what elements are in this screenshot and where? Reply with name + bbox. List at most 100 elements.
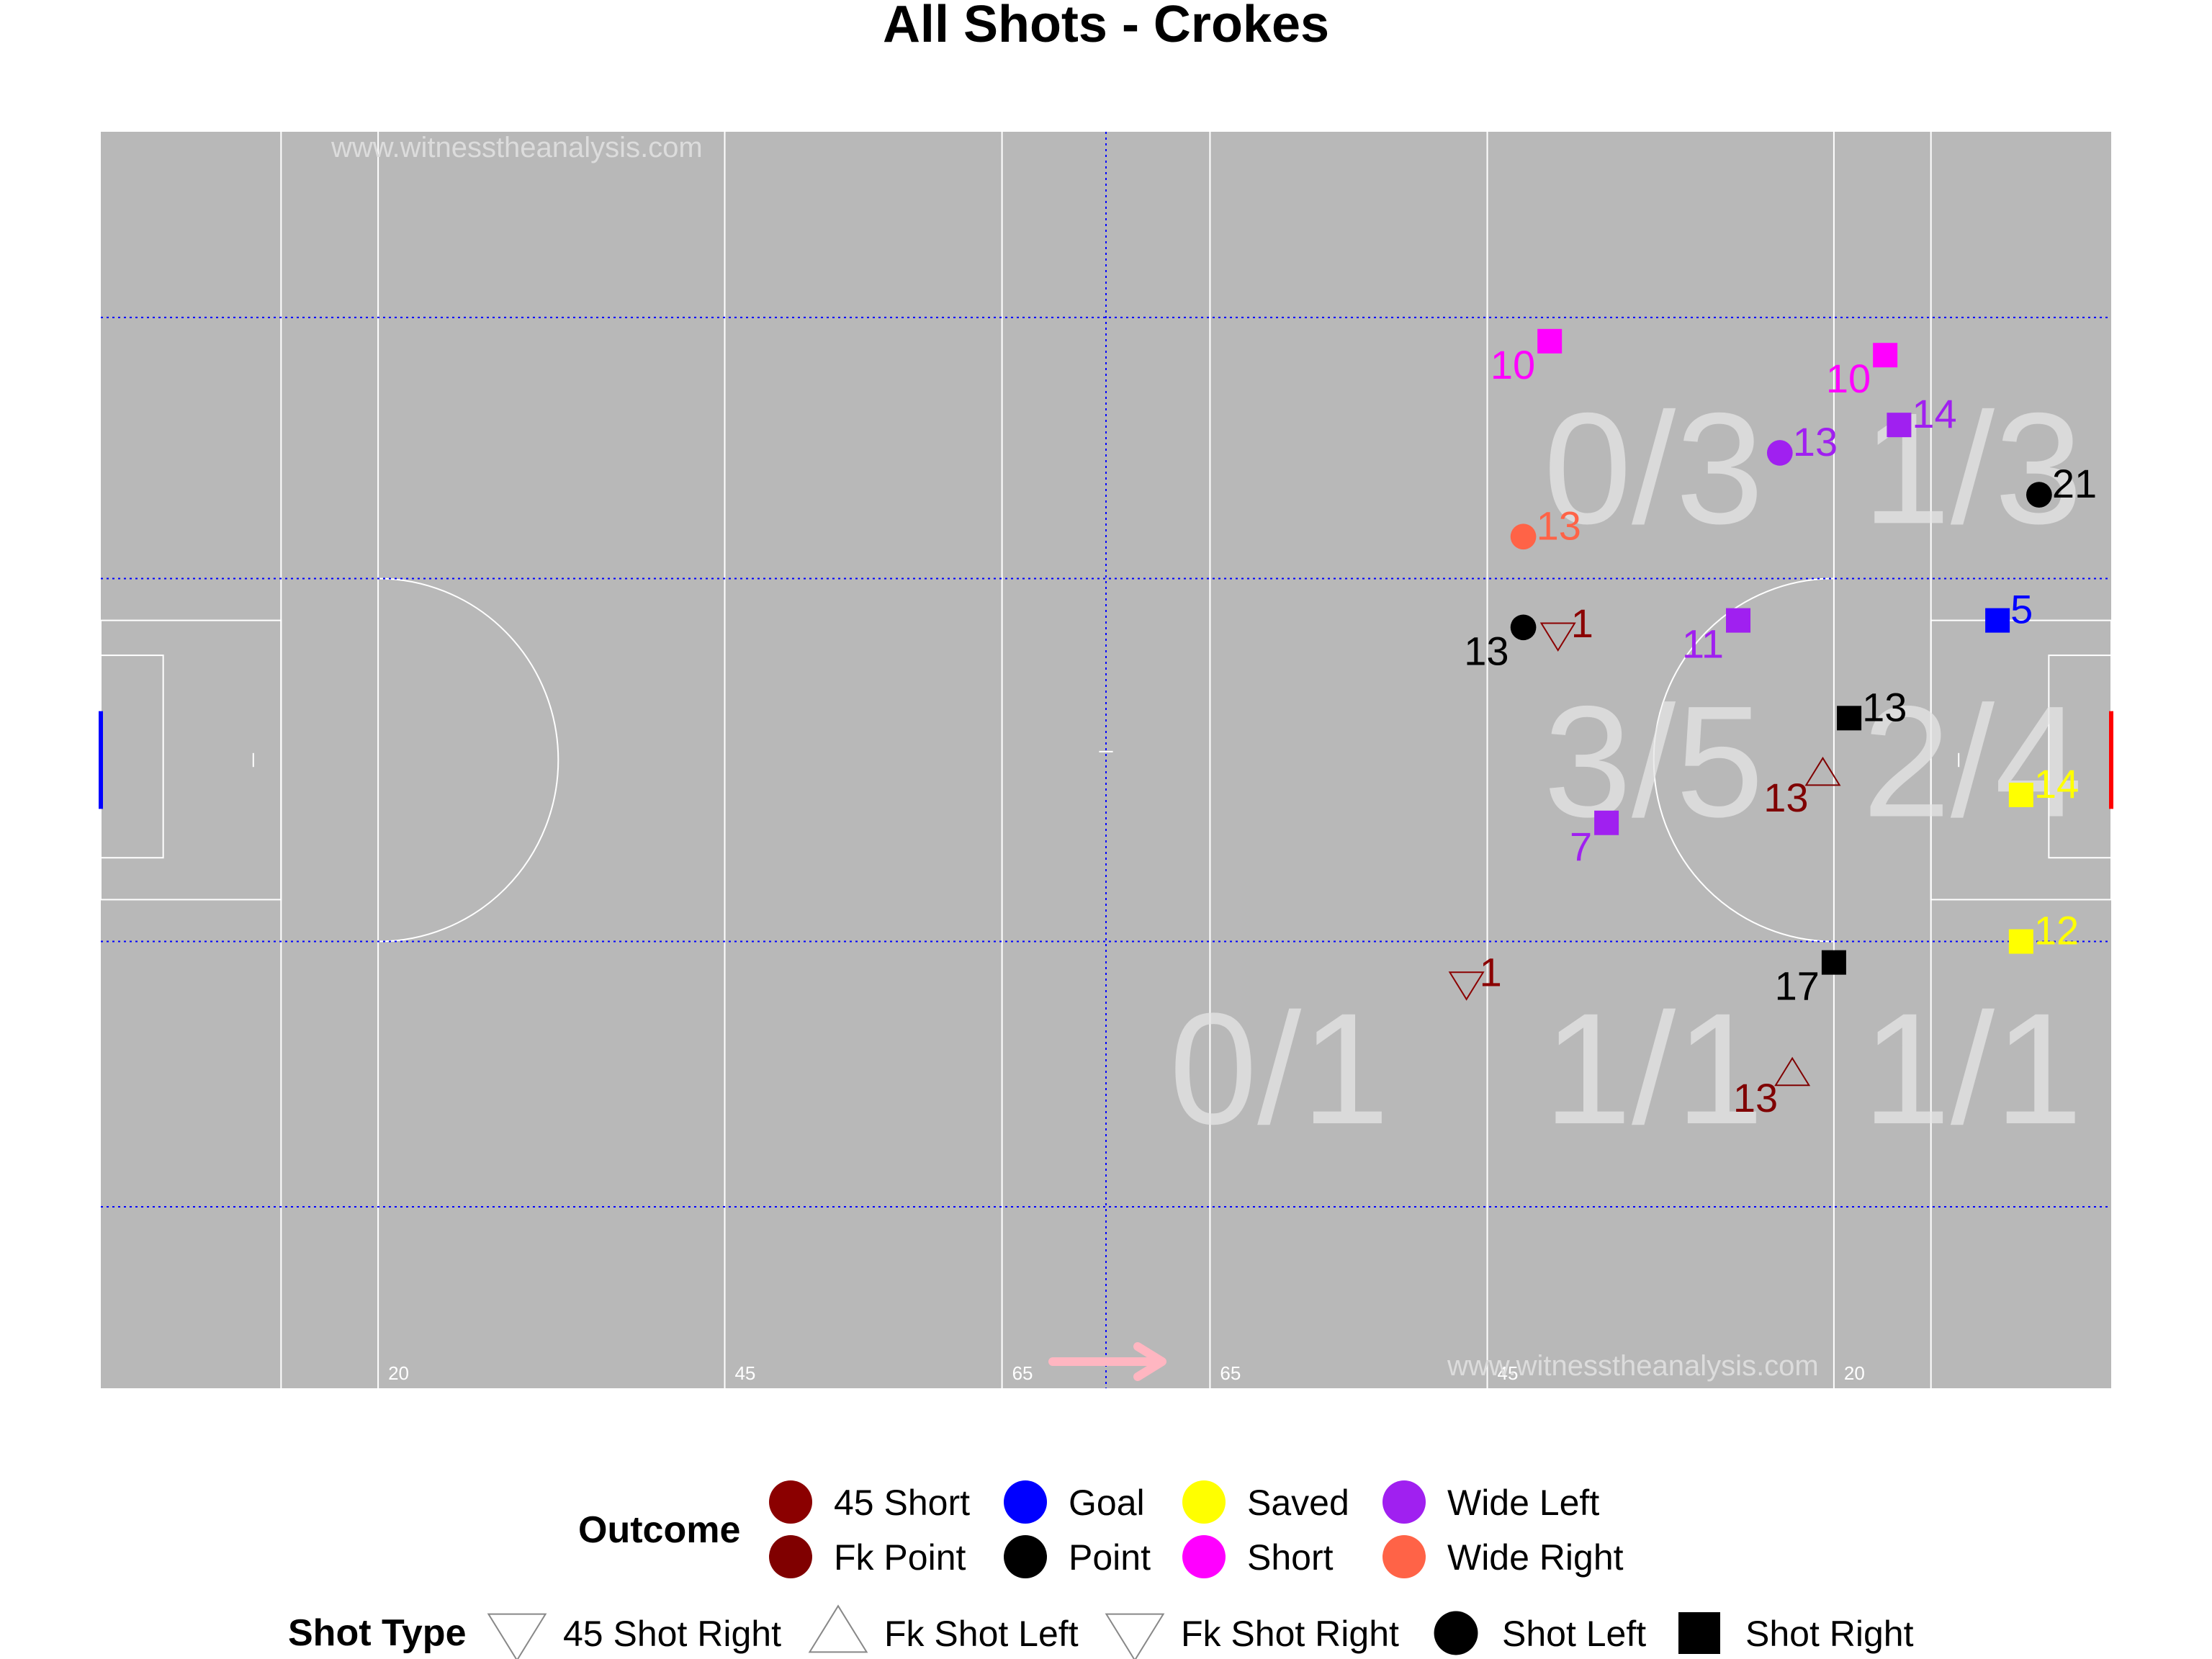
pitch: 20 45 65 65 45 20 www.witnesstheanalysis.com … bbox=[99, 132, 2113, 1388]
shot-label: 13 bbox=[1464, 628, 1509, 673]
shot-marker-group: 13 bbox=[1766, 419, 1838, 466]
shot-label: 1 bbox=[1571, 601, 1593, 646]
legend-outcome-swatch bbox=[1182, 1480, 1226, 1524]
shot-marker bbox=[2008, 782, 2033, 807]
arc-right bbox=[1653, 577, 1834, 943]
shot-marker bbox=[1448, 971, 1485, 1001]
shot-label: 14 bbox=[2034, 761, 2079, 806]
zone-label: 0/1 bbox=[1169, 980, 1390, 1157]
shot-marker-group: 14 bbox=[2008, 761, 2079, 807]
zone-labels: 0/3 1/3 3/5 2/4 0/1 1/1 1/1 bbox=[1169, 379, 2083, 1157]
shot-label: 1 bbox=[1480, 950, 1502, 995]
shot-marker bbox=[1887, 413, 1912, 438]
legend-outcome-label: Short bbox=[1247, 1537, 1334, 1578]
shot-marker bbox=[1510, 614, 1537, 641]
shot-marker-group: 13 bbox=[1763, 756, 1841, 820]
shot-marker-group: 1 bbox=[1448, 950, 1502, 1001]
legend-outcome-swatch bbox=[1004, 1480, 1047, 1524]
shot-label: 13 bbox=[1537, 503, 1581, 548]
shot-marker-group: 13 bbox=[1464, 614, 1537, 673]
zone-label: 1/3 bbox=[1863, 379, 2083, 557]
shot-label: 10 bbox=[1826, 356, 1871, 401]
legend-shot-type-title: Shot Type bbox=[288, 1612, 466, 1654]
shot-label: 21 bbox=[2052, 461, 2097, 506]
zone-label: 2/4 bbox=[1863, 673, 2083, 850]
shot-marker bbox=[1774, 1056, 1811, 1087]
shot-marker bbox=[2026, 482, 2052, 508]
pitch-tick-label: 45 bbox=[1498, 1362, 1519, 1384]
shot-marker bbox=[1821, 950, 1846, 975]
shot-label: 5 bbox=[2010, 587, 2033, 632]
shot-marker-group: 10 bbox=[1491, 328, 1563, 387]
legend-shot-type-label: Fk Shot Right bbox=[1181, 1614, 1399, 1654]
shot-label: 13 bbox=[1763, 775, 1808, 820]
legend-outcome-swatch bbox=[769, 1480, 812, 1524]
shot-marker bbox=[1537, 328, 1563, 354]
pitch-tick-labels: 20 45 65 65 45 20 bbox=[388, 1362, 1865, 1384]
legend-shot-type-label: 45 Shot Right bbox=[563, 1614, 781, 1654]
shot-marker bbox=[1726, 608, 1751, 633]
zone-label: 3/5 bbox=[1544, 673, 1764, 850]
shot-label: 12 bbox=[2034, 908, 2079, 953]
legend-outcome-label: Goal bbox=[1069, 1483, 1145, 1523]
shot-label: 17 bbox=[1775, 963, 1820, 1009]
shot-marker-group: 17 bbox=[1775, 950, 1846, 1009]
legend-outcome-swatch bbox=[1004, 1535, 1047, 1578]
shot-marker-group: 13 bbox=[1733, 1056, 1811, 1120]
legend: Outcome 45 Short Fk Point Goal Point Saved Sh… bbox=[288, 1480, 1914, 1659]
shot-marker bbox=[2008, 929, 2033, 954]
grid-lines bbox=[101, 132, 2111, 1388]
shot-marker-group: 5 bbox=[1985, 587, 2033, 633]
pitch-tick-label: 65 bbox=[1012, 1362, 1033, 1384]
legend-shot-type-swatch bbox=[808, 1604, 868, 1653]
shot-marker bbox=[1837, 706, 1862, 731]
shot-label: 13 bbox=[1733, 1075, 1778, 1120]
legend-shot-type-swatch bbox=[1678, 1612, 1720, 1654]
pitch-tick-label: 20 bbox=[388, 1362, 409, 1384]
legend-shot-type-swatch bbox=[1105, 1613, 1165, 1659]
legend-shot-type-label: Shot Right bbox=[1745, 1614, 1914, 1654]
goals bbox=[99, 711, 2113, 809]
shot-label: 13 bbox=[1793, 419, 1838, 464]
legend-shot-type-swatch bbox=[487, 1613, 547, 1659]
zone-label: 1/1 bbox=[1544, 980, 1764, 1157]
legend-outcome-label: Wide Left bbox=[1447, 1483, 1599, 1523]
shot-marker-group: 11 bbox=[1682, 608, 1751, 667]
legend-outcomes: 45 Short Fk Point Goal Point Saved Short Wide … bbox=[769, 1480, 1624, 1578]
arc-left bbox=[378, 577, 559, 943]
legend-outcome-label: 45 Short bbox=[834, 1483, 970, 1523]
legend-outcome-label: Wide Right bbox=[1447, 1537, 1624, 1578]
shot-label: 14 bbox=[1912, 391, 1956, 436]
shot-marker bbox=[1804, 756, 1841, 786]
shot-label: 7 bbox=[1570, 824, 1592, 869]
shot-marker-group: 10 bbox=[1826, 343, 1898, 401]
shot-marker bbox=[1766, 440, 1793, 466]
legend-outcome-label: Point bbox=[1069, 1537, 1151, 1578]
chart-title: All Shots - Crokes bbox=[883, 0, 1329, 53]
attack-direction-arrow bbox=[1048, 1342, 1166, 1381]
shot-marker bbox=[1873, 343, 1898, 368]
shot-label: 10 bbox=[1491, 342, 1535, 387]
pitch-tick-label: 45 bbox=[734, 1362, 755, 1384]
legend-outcome-swatch bbox=[1382, 1535, 1426, 1578]
shot-marker-group: 1 bbox=[1539, 601, 1593, 652]
shot-marker-group: 7 bbox=[1570, 810, 1619, 869]
shot-marker-group: 13 bbox=[1510, 503, 1581, 550]
legend-shot-type-swatch bbox=[1434, 1611, 1478, 1655]
shot-label: 11 bbox=[1682, 621, 1724, 667]
shot-label: 13 bbox=[1862, 684, 1907, 729]
shot-marker bbox=[1510, 523, 1537, 550]
pitch-tick-label: 20 bbox=[1844, 1362, 1865, 1384]
zone-label: 1/1 bbox=[1863, 980, 2083, 1157]
pitch-tick-label: 65 bbox=[1220, 1362, 1241, 1384]
shot-marker bbox=[1539, 622, 1576, 652]
legend-outcome-label: Fk Point bbox=[834, 1537, 966, 1578]
legend-outcome-swatch bbox=[1382, 1480, 1426, 1524]
legend-shot-type-label: Shot Left bbox=[1502, 1614, 1646, 1654]
legend-outcome-swatch bbox=[769, 1535, 812, 1578]
watermark-bottom: www.witnesstheanalysis.com bbox=[1447, 1350, 1819, 1382]
legend-outcome-label: Saved bbox=[1247, 1483, 1349, 1523]
shot-marker-group: 14 bbox=[1887, 391, 1957, 438]
